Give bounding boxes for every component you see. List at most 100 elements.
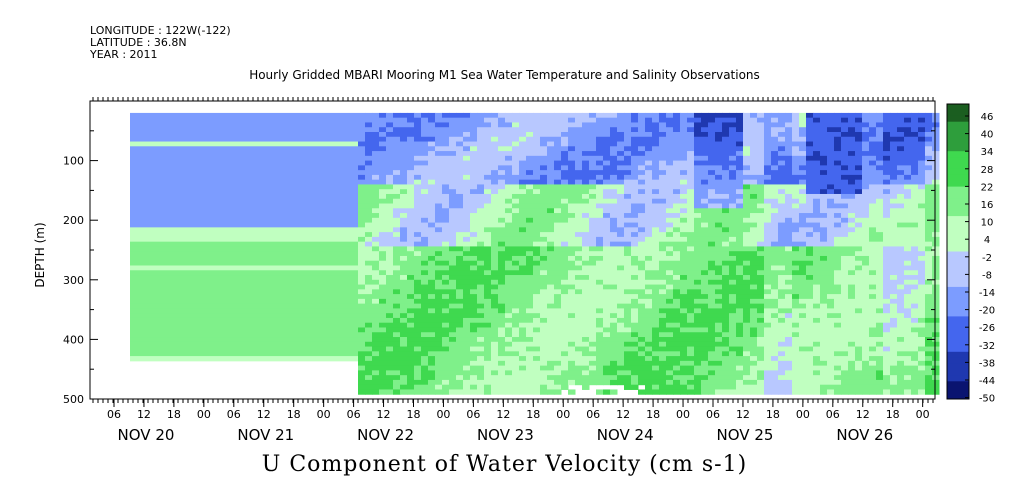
heatmap-cell [645, 384, 653, 390]
heatmap-cell [792, 375, 800, 381]
heatmap-cell [715, 155, 723, 162]
heatmap-cell [631, 379, 639, 386]
heatmap-cell [848, 284, 856, 290]
heatmap-cell [498, 227, 506, 233]
heatmap-cell [540, 289, 548, 295]
heatmap-cell [624, 322, 632, 328]
heatmap-cell [379, 308, 387, 314]
heatmap-cell [519, 356, 527, 362]
heatmap-cell [771, 308, 779, 314]
heatmap-cell [673, 275, 681, 281]
heatmap-cell [848, 193, 856, 200]
heatmap-cell [750, 251, 758, 257]
heatmap-cell [610, 356, 618, 362]
heatmap-cell [631, 284, 639, 290]
heatmap-cell [617, 356, 625, 362]
heatmap-cell [407, 270, 415, 276]
heatmap-cell [484, 265, 492, 271]
heatmap-cell [778, 189, 786, 195]
heatmap-cell [449, 151, 457, 157]
heatmap-cell [442, 146, 450, 152]
heatmap-cell [729, 184, 737, 190]
heatmap-cell [554, 303, 562, 309]
heatmap-cell [491, 179, 499, 185]
heatmap-cell [463, 389, 471, 395]
heatmap-cell [848, 141, 856, 147]
heatmap-cell [722, 365, 730, 371]
heatmap-cell [386, 122, 394, 128]
heatmap-cell [834, 241, 842, 247]
heatmap-cell [624, 356, 632, 362]
heatmap-cell [876, 365, 884, 371]
heatmap-cell [484, 370, 492, 376]
heatmap-cell [834, 117, 842, 123]
heatmap-cell [701, 379, 709, 386]
heatmap-cell [708, 236, 716, 243]
heatmap-cell [666, 232, 674, 238]
heatmap-cell [442, 317, 450, 324]
heatmap-cell [526, 260, 534, 266]
heatmap-cell [442, 270, 450, 276]
heatmap-cell [463, 198, 471, 205]
heatmap-cell [498, 341, 506, 348]
heatmap-cell [130, 279, 358, 286]
heatmap-cell [673, 227, 681, 233]
heatmap-cell [638, 160, 646, 166]
heatmap-cell [421, 217, 429, 224]
heatmap-cell [848, 184, 856, 190]
heatmap-cell [456, 303, 464, 309]
heatmap-cell [372, 308, 380, 314]
heatmap-cell [582, 327, 590, 333]
heatmap-cell [435, 155, 443, 162]
heatmap-cell [834, 370, 842, 376]
heatmap-cell [722, 284, 730, 290]
heatmap-cell [610, 213, 618, 219]
heatmap-cell [631, 332, 639, 338]
heatmap-cell [435, 203, 443, 209]
heatmap-cell [925, 189, 933, 195]
heatmap-cell [554, 136, 562, 143]
heatmap-cell [750, 165, 758, 171]
heatmap-cell [918, 236, 926, 243]
heatmap-cell [841, 122, 849, 128]
heatmap-cell [911, 193, 919, 200]
heatmap-cell [372, 170, 380, 176]
heatmap-cell [533, 155, 541, 162]
heatmap-cell [883, 341, 891, 348]
heatmap-cell [603, 360, 611, 367]
heatmap-cell [568, 351, 576, 357]
heatmap-cell [890, 117, 898, 123]
heatmap-cell [799, 370, 807, 376]
heatmap-cell [855, 270, 863, 276]
heatmap-cell [855, 236, 863, 243]
heatmap-cell [505, 294, 513, 300]
heatmap-cell [687, 284, 695, 290]
heatmap-cell [890, 308, 898, 314]
heatmap-cell [687, 122, 695, 128]
heatmap-cell [589, 222, 597, 228]
heatmap-cell [603, 222, 611, 228]
heatmap-cell [813, 303, 821, 309]
heatmap-cell [596, 217, 604, 224]
heatmap-cell [130, 332, 358, 338]
heatmap-cell [862, 294, 870, 300]
heatmap-cell [463, 279, 471, 286]
heatmap-cell [519, 279, 527, 286]
heatmap-cell [400, 193, 408, 200]
heatmap-cell [918, 227, 926, 233]
heatmap-cell [631, 189, 639, 195]
heatmap-cell [505, 227, 513, 233]
heatmap-cell [533, 313, 541, 319]
heatmap-cell [715, 270, 723, 276]
heatmap-cell [498, 389, 506, 395]
heatmap-cell [743, 146, 751, 152]
heatmap-cell [631, 270, 639, 276]
heatmap-cell [806, 112, 814, 119]
heatmap-cell [498, 198, 506, 205]
heatmap-cell [904, 289, 912, 295]
heatmap-cell [820, 131, 828, 138]
heatmap-cell [491, 322, 499, 328]
heatmap-cell [764, 198, 772, 205]
heatmap-cell [729, 317, 737, 324]
heatmap-cell [806, 303, 814, 309]
